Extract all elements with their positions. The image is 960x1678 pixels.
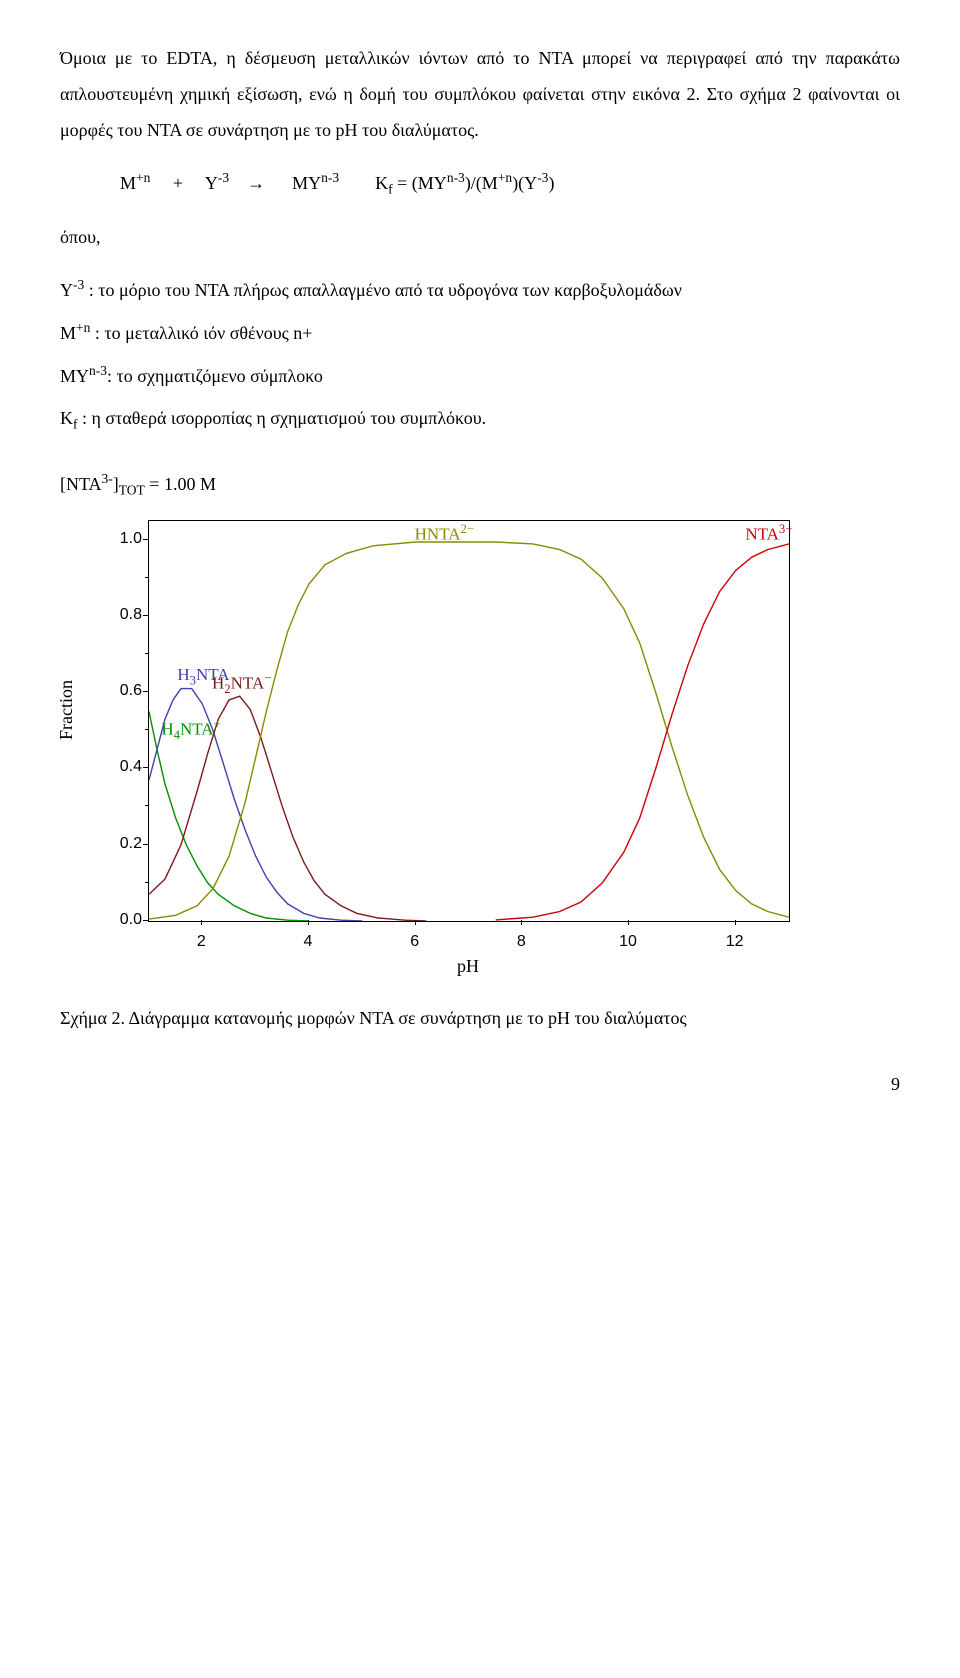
eq-Y-sup: -3 (218, 170, 229, 185)
series-label-H4NTA+: H4NTA+ (161, 712, 220, 749)
y-tick-label: 0.0 (108, 904, 142, 936)
equation-where: όπου, (60, 219, 900, 255)
x-tick-label: 4 (304, 926, 313, 958)
eq-arrow: → (247, 173, 265, 193)
series-label-NTA3-: NTA3− (745, 517, 792, 552)
eq-rhs-end: ) (548, 173, 554, 193)
eq-plus: + (173, 173, 183, 193)
x-tick-label: 6 (410, 926, 419, 958)
series-label-H2NTA-: H2NTA− (212, 666, 271, 703)
x-tick-label: 2 (197, 926, 206, 958)
y-tick-label: 0.6 (108, 675, 142, 707)
y-axis-label: Fraction (48, 680, 84, 740)
eq-Kf: K (375, 173, 388, 193)
eq-M-sup: +n (136, 170, 150, 185)
def-Y: Y-3 : το μόριο του NTA πλήρως απαλλαγμέν… (60, 271, 900, 308)
y-tick-label: 0.2 (108, 828, 142, 860)
def-MY: MYn-3: το σχηματιζόμενο σύμπλοκο (60, 357, 900, 394)
plot-area (148, 520, 790, 922)
eq-rhs-c: )(Y (512, 173, 537, 193)
nta-chart: [NTA3-]TOT = 1.00 M Fraction pH 0.00.20.… (60, 465, 900, 970)
def-M: M+n : το μεταλλικό ιόν σθένους n+ (60, 314, 900, 351)
page-number: 9 (60, 1066, 900, 1102)
series-NTA3- (496, 544, 789, 920)
x-tick-label: 10 (619, 926, 637, 958)
eq-rhs-b-sup: +n (498, 170, 512, 185)
eq-rhs-c-sup: -3 (537, 170, 548, 185)
definitions: Y-3 : το μόριο του NTA πλήρως απαλλαγμέν… (60, 271, 900, 438)
paragraph-intro: Όμοια με το EDTA, η δέσμευση μεταλλικών … (60, 40, 900, 148)
eq-M: M (120, 173, 136, 193)
eq-MY-sup: n-3 (321, 170, 339, 185)
def-Kf: Kf : η σταθερά ισορροπίας η σχηματισμού … (60, 400, 900, 438)
chart-top-label: [NTA3-]TOT = 1.00 M (60, 465, 900, 504)
figure-caption: Σχήμα 2. Διάγραμμα κατανομής μορφών NTA … (60, 1000, 900, 1036)
eq-MY: MY (292, 173, 321, 193)
y-tick-label: 0.4 (108, 751, 142, 783)
series-HNTA2- (149, 542, 789, 919)
eq-rhs-a-sup: n-3 (447, 170, 465, 185)
eq-eqsign: = (MY (393, 173, 447, 193)
series-label-HNTA2-: HNTA2− (415, 517, 474, 552)
y-tick-label: 1.0 (108, 523, 142, 555)
equation: M+n + Y-3 → MYn-3 Kf = (MYn-3)/(M+n)(Y-3… (120, 164, 900, 203)
chart-curves (149, 521, 789, 921)
eq-rhs-b: )/(M (465, 173, 498, 193)
eq-Y: Y (205, 173, 218, 193)
x-tick-label: 8 (517, 926, 526, 958)
x-axis-label: pH (457, 948, 479, 984)
x-tick-label: 12 (726, 926, 744, 958)
y-tick-label: 0.8 (108, 599, 142, 631)
